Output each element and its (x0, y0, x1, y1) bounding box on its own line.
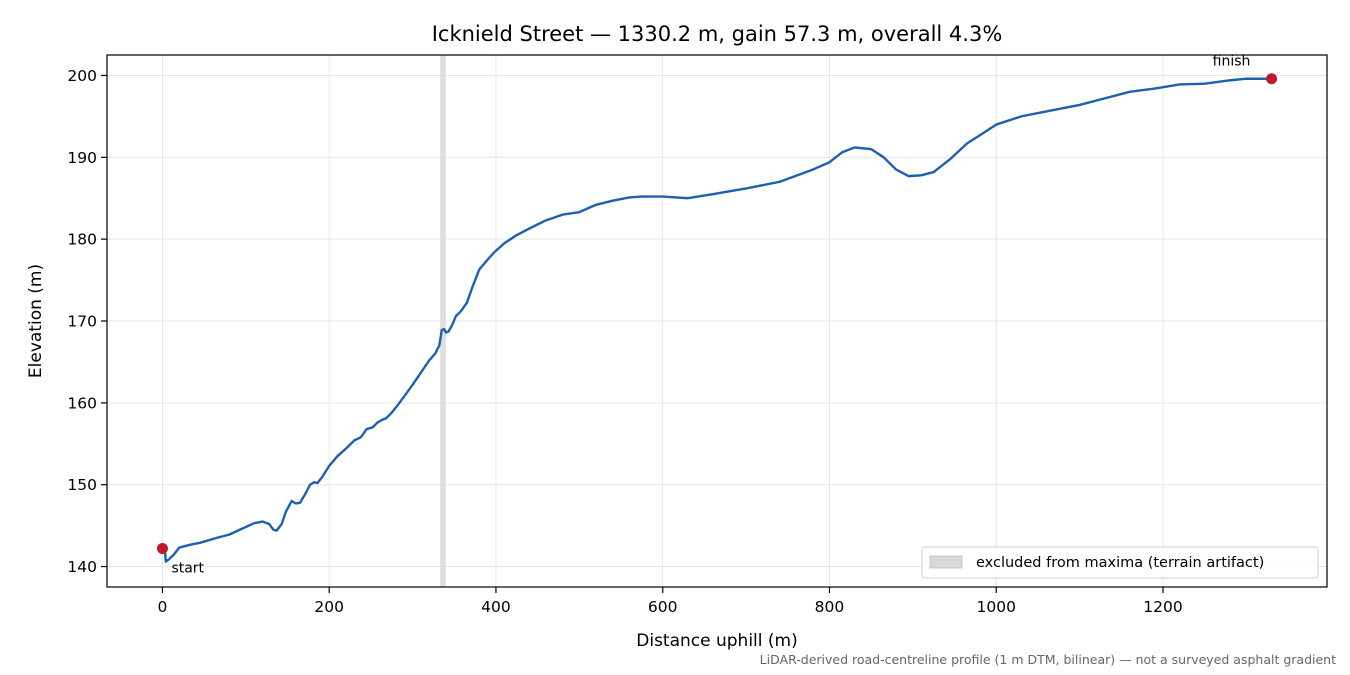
x-axis-ticks: 0 200 400 600 800 1000 1200 (158, 587, 1183, 616)
excluded-band-group (440, 55, 446, 587)
series-group (161, 77, 1273, 563)
x-tick-label: 200 (314, 598, 344, 616)
x-axis-label: Distance uphill (m) (636, 631, 797, 651)
y-tick-label: 140 (67, 558, 97, 576)
y-tick-label: 190 (67, 149, 97, 167)
y-axis-ticks: 140 150 160 170 180 190 200 (67, 67, 107, 576)
legend-swatch (929, 555, 963, 569)
x-tick-label: 0 (158, 598, 168, 616)
x-tick-label: 600 (648, 598, 678, 616)
x-tick-label: 400 (481, 598, 511, 616)
grid (107, 55, 1327, 587)
start-marker (156, 543, 168, 555)
x-tick-label: 800 (815, 598, 845, 616)
finish-annotation: finish (1213, 54, 1251, 70)
y-tick-label: 150 (67, 476, 97, 494)
y-tick-label: 180 (67, 231, 97, 249)
y-tick-label: 200 (67, 67, 97, 85)
excluded-band (440, 55, 446, 587)
elevation-line (161, 77, 1273, 563)
chart-title: Icknield Street — 1330.2 m, gain 57.3 m,… (432, 22, 1003, 46)
footnote: LiDAR-derived road-centreline profile (1… (760, 652, 1336, 667)
x-tick-label: 1000 (977, 598, 1016, 616)
endpoint-markers (156, 73, 1278, 555)
legend: excluded from maxima (terrain artifact) (921, 546, 1319, 579)
legend-box (921, 546, 1319, 579)
y-axis-label: Elevation (m) (26, 264, 46, 378)
legend-label: excluded from maxima (terrain artifact) (976, 555, 1264, 571)
y-tick-label: 170 (67, 313, 97, 331)
finish-marker (1266, 73, 1278, 85)
start-annotation: start (171, 561, 204, 577)
x-tick-label: 1200 (1143, 598, 1182, 616)
y-tick-label: 160 (67, 394, 97, 412)
